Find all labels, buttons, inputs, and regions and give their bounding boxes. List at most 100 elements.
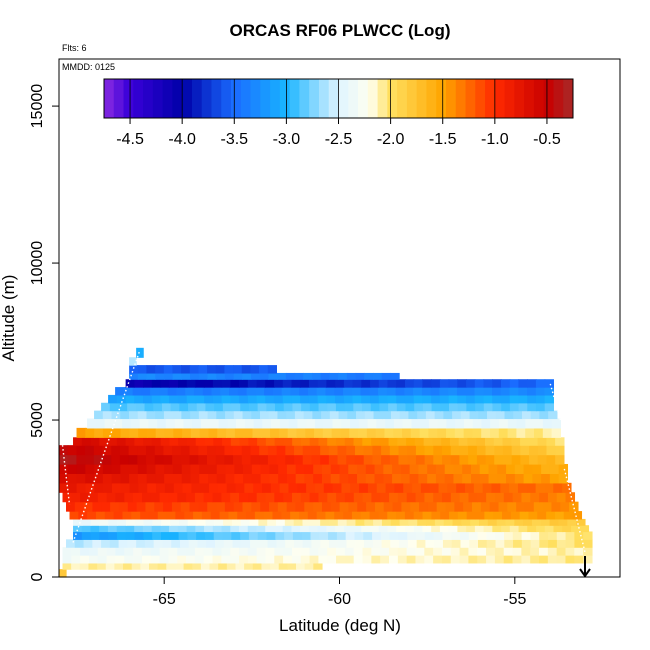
heatmap-cell — [518, 394, 528, 404]
heatmap-cell — [547, 547, 558, 556]
heatmap-cell — [474, 394, 485, 404]
heatmap-cell — [152, 518, 162, 526]
heatmap-cell — [254, 511, 265, 520]
heatmap-cell — [237, 387, 248, 396]
heatmap-cell — [155, 473, 165, 484]
heatmap-cell — [209, 562, 219, 570]
heatmap-cell — [456, 387, 467, 396]
heatmap-cell — [300, 394, 310, 404]
heatmap-cell — [337, 539, 348, 548]
heatmap-cell — [530, 555, 540, 564]
heatmap-cell — [276, 454, 286, 465]
heatmap-cell — [512, 547, 522, 556]
heatmap-cell — [282, 394, 293, 404]
heatmap-cell — [441, 437, 451, 446]
x-axis: -65 -60 -55 — [153, 577, 526, 608]
heatmap-cell — [102, 463, 113, 474]
colorbar-swatch — [367, 79, 379, 118]
heatmap-cell — [88, 555, 99, 564]
heatmap-cell — [314, 418, 325, 429]
heatmap-cell — [283, 492, 293, 503]
heatmap-cell — [400, 473, 411, 484]
heatmap-cell — [540, 518, 551, 526]
heatmap-cell — [275, 402, 285, 412]
heatmap-cell — [558, 473, 569, 484]
heatmap-cell — [296, 427, 306, 438]
heatmap-cell — [248, 402, 259, 412]
heatmap-cell — [396, 511, 406, 520]
heatmap-cell — [544, 379, 554, 388]
heatmap-cell — [80, 492, 90, 503]
heatmap-cell — [62, 547, 72, 556]
heatmap-cell — [137, 445, 147, 456]
heatmap-cell — [553, 525, 563, 533]
heatmap-cell — [79, 562, 90, 570]
heatmap-cell — [194, 492, 205, 503]
heatmap-cell — [466, 379, 476, 388]
heatmap-cell — [143, 518, 154, 526]
heatmap-cell — [372, 531, 382, 540]
heatmap-cell — [518, 402, 528, 412]
heatmap-cell — [282, 379, 293, 388]
heatmap-cell — [462, 463, 472, 474]
heatmap-cell — [134, 394, 144, 404]
heatmap-cell — [516, 418, 526, 429]
heatmap-cell — [134, 437, 144, 446]
heatmap-cell — [438, 482, 448, 493]
heatmap-cell — [67, 445, 78, 456]
heatmap-cell — [527, 394, 537, 404]
heatmap-cell — [233, 445, 243, 456]
heatmap-cell — [340, 427, 350, 438]
heatmap-cell — [76, 454, 86, 465]
heatmap-cell — [397, 555, 408, 564]
heatmap-cell — [366, 501, 376, 512]
heatmap-cell — [180, 501, 191, 512]
heatmap-cell — [304, 463, 314, 474]
heatmap-cell — [170, 518, 180, 526]
heatmap-cell — [404, 511, 415, 520]
heatmap-cell — [327, 492, 337, 503]
heatmap-cell — [236, 418, 246, 429]
heatmap-cell — [378, 387, 388, 396]
heatmap-cell — [541, 473, 551, 484]
heatmap-cell — [531, 518, 542, 526]
heatmap-cell — [262, 482, 272, 493]
heatmap-cell — [256, 547, 267, 556]
heatmap-cell — [215, 445, 225, 456]
heatmap-cell — [291, 555, 302, 564]
heatmap-cell — [297, 418, 307, 429]
heatmap-cell — [88, 492, 99, 503]
heatmap-cell — [127, 539, 137, 548]
heatmap-cell — [88, 562, 98, 570]
heatmap-cell — [251, 372, 261, 380]
heatmap-cell — [466, 394, 476, 404]
heatmap-cell — [99, 531, 109, 540]
heatmap-cell — [413, 394, 424, 404]
heatmap-cell — [81, 531, 92, 540]
heatmap-cell — [341, 418, 351, 429]
heatmap-cell — [511, 445, 521, 456]
heatmap-cell — [123, 387, 134, 396]
x-tick-label: -65 — [153, 591, 176, 608]
heatmap-cell — [166, 562, 176, 570]
x-tick-label: -60 — [328, 591, 351, 608]
heatmap-cell — [111, 454, 121, 465]
heatmap-cell — [478, 410, 488, 420]
heatmap-cell — [389, 492, 399, 503]
heatmap-cell — [567, 518, 577, 526]
heatmap-cell — [506, 473, 516, 484]
heatmap-cell — [252, 562, 263, 570]
heatmap-cell — [502, 511, 512, 520]
heatmap-cell — [362, 402, 372, 412]
heatmap-cell — [229, 387, 239, 396]
heatmap-cell — [129, 473, 139, 484]
heatmap-cell — [163, 365, 174, 374]
heatmap-cell — [259, 365, 269, 374]
heatmap-cell — [270, 562, 280, 570]
colorbar-swatch — [533, 79, 545, 118]
heatmap-cell — [313, 463, 323, 474]
heatmap-cell — [251, 501, 261, 512]
heatmap-cell — [320, 445, 330, 456]
heatmap-cell — [523, 463, 533, 474]
heatmap-cell — [193, 511, 203, 520]
